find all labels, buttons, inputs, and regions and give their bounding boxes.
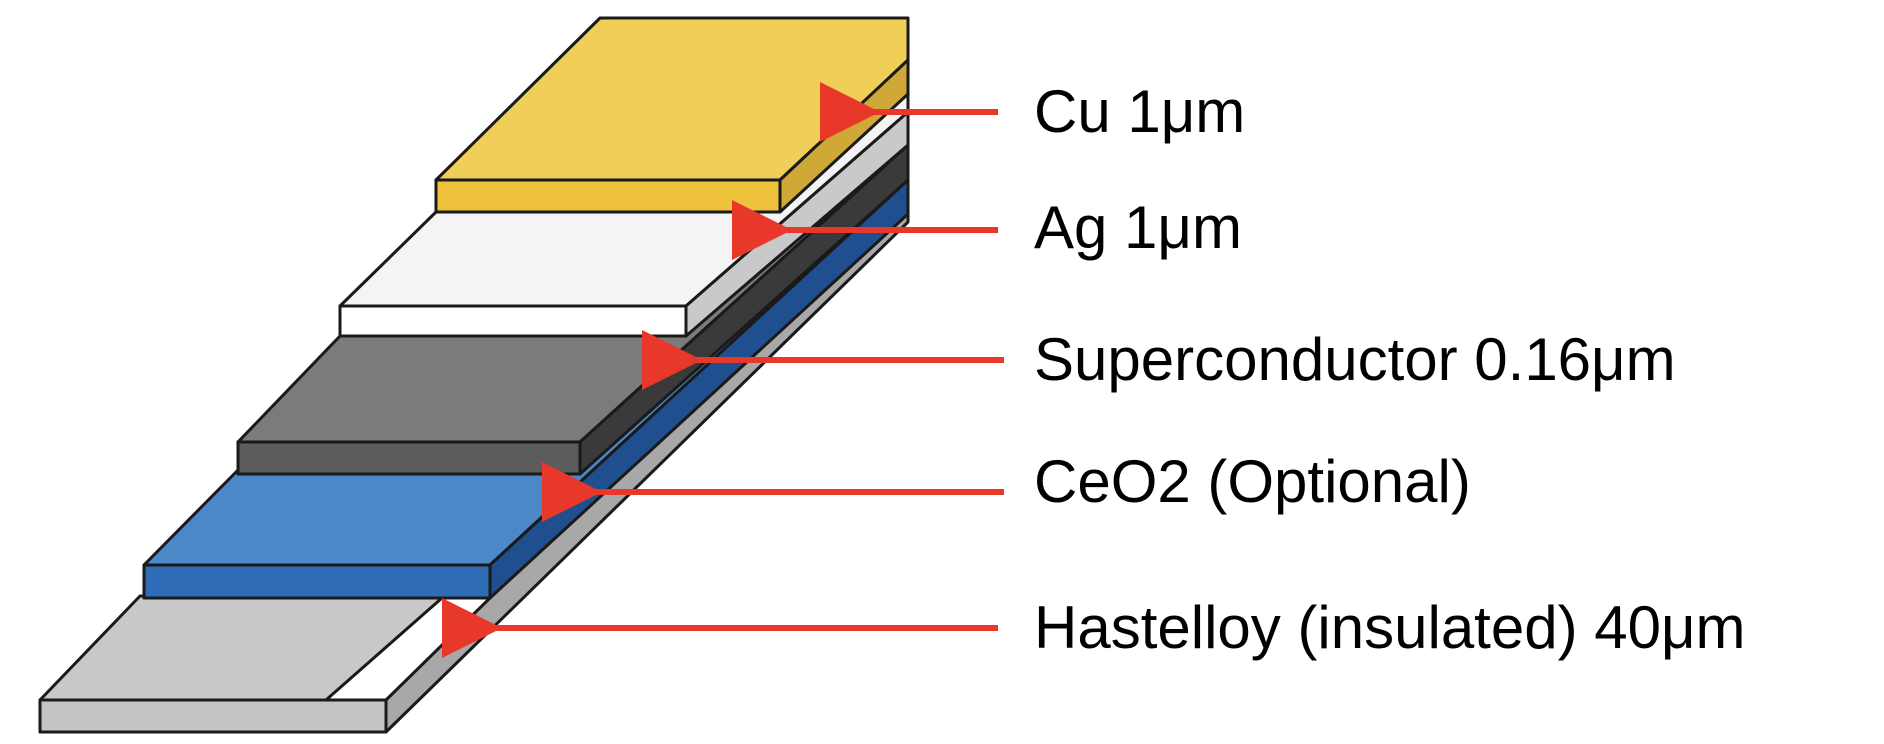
layer-cu-front <box>434 178 782 214</box>
label-hastelloy: Hastelloy (insulated) 40μm <box>1034 594 1746 661</box>
label-ceo2: CeO2 (Optional) <box>1034 448 1471 515</box>
layer-superconductor-front <box>236 440 582 476</box>
label-superconductor: Superconductor 0.16μm <box>1034 326 1676 393</box>
label-cu: Cu 1μm <box>1034 78 1245 145</box>
layer-ag <box>338 80 910 338</box>
layer-ag-front <box>338 304 688 338</box>
arrows <box>442 82 1004 658</box>
layer-hastelloy-front <box>38 698 388 734</box>
layer-ceo2-front <box>142 563 492 600</box>
label-ag: Ag 1μm <box>1034 194 1242 261</box>
labels: Cu 1μm Ag 1μm Superconductor 0.16μm CeO2… <box>1034 78 1746 661</box>
